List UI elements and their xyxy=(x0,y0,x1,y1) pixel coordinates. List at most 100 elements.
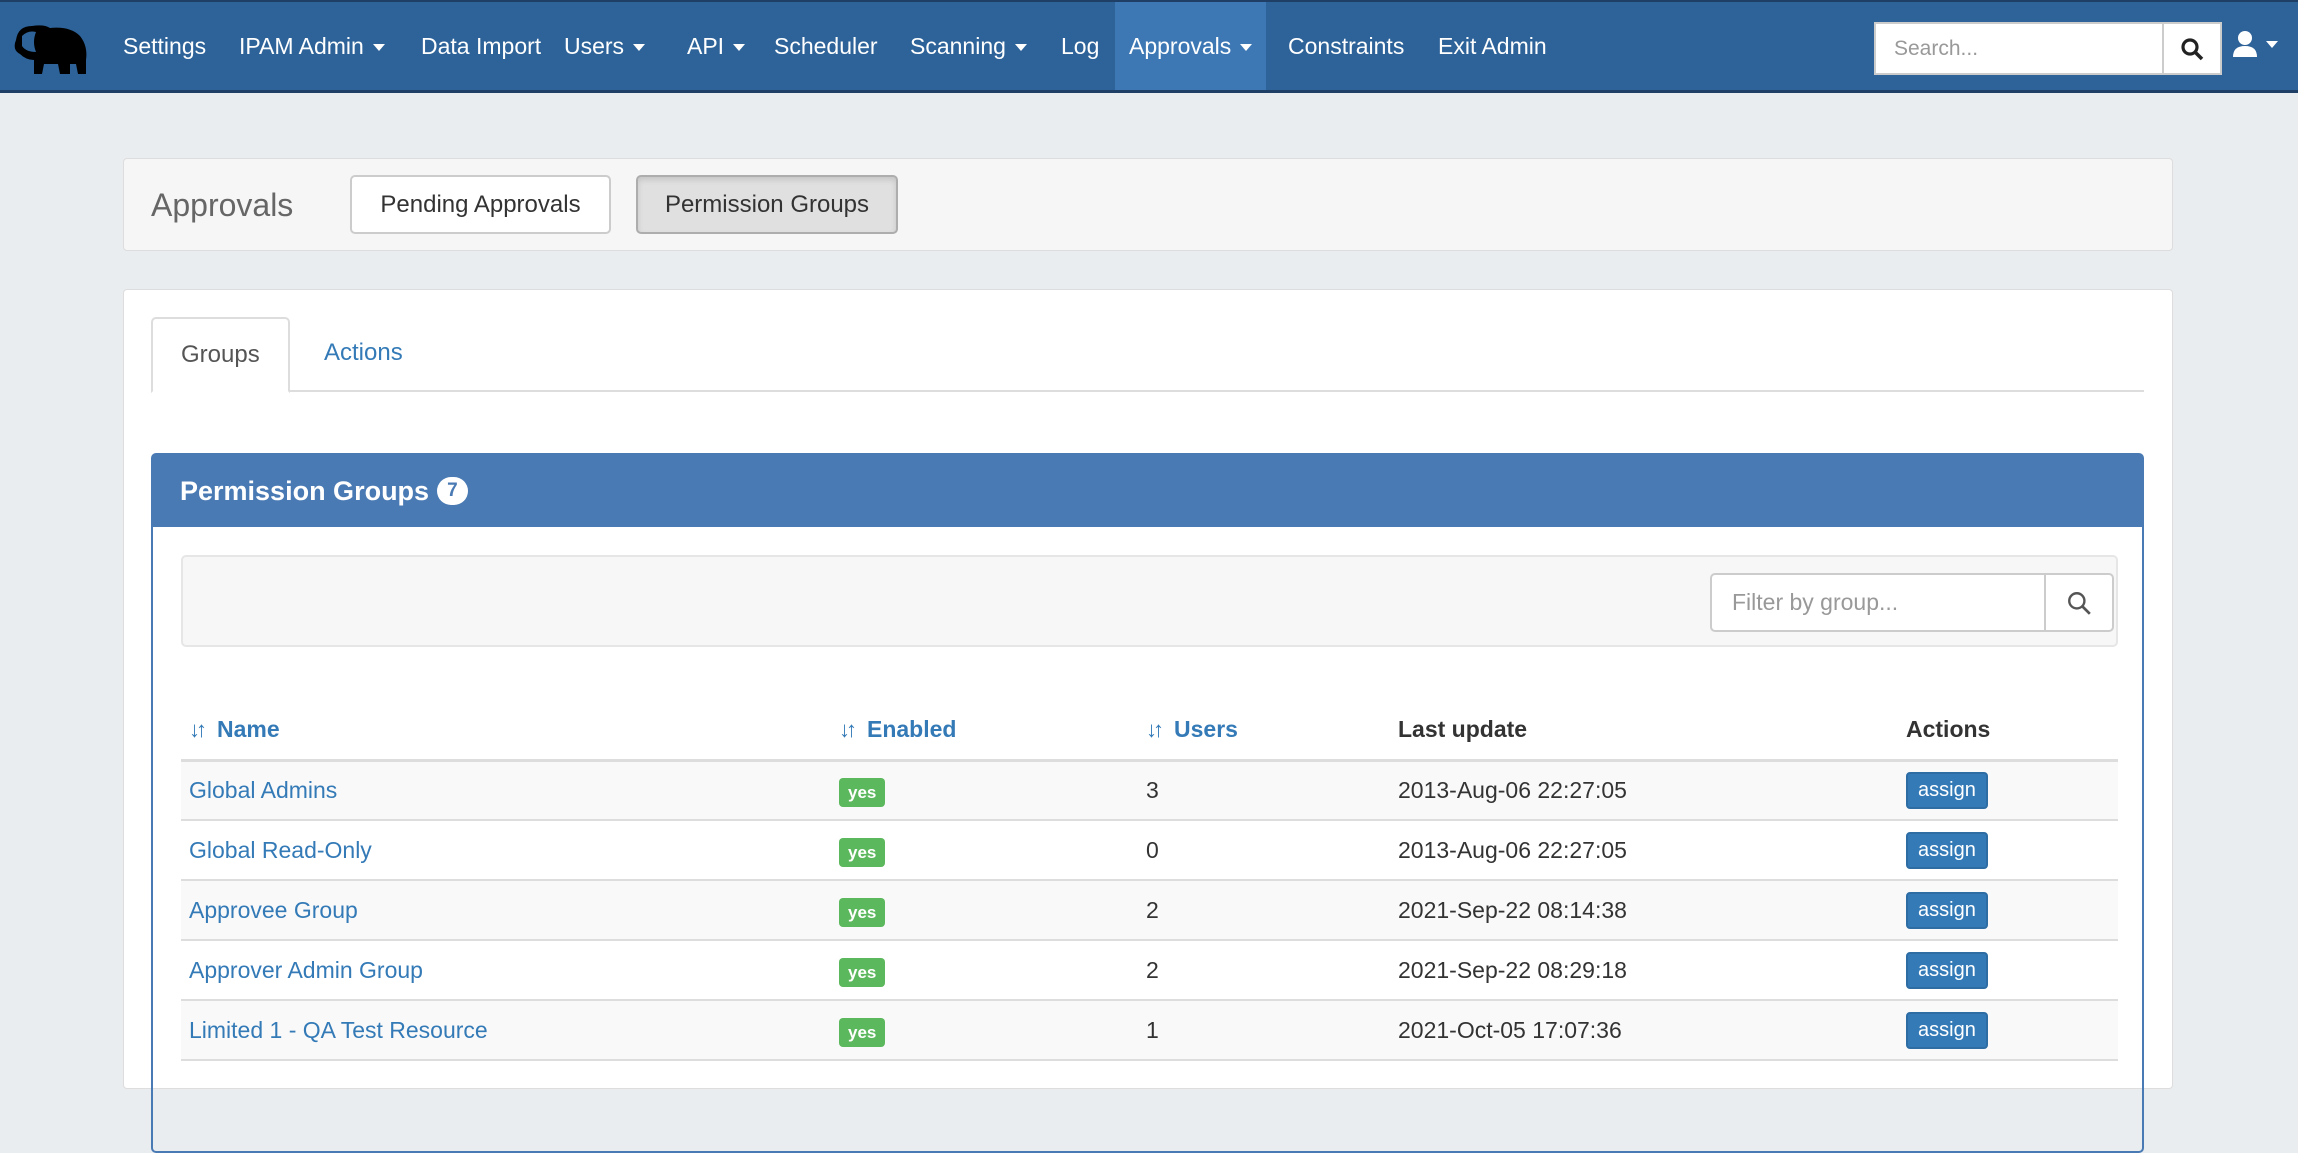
cell-name: Global Read-Only xyxy=(181,820,831,881)
nav-item-label: Approvals xyxy=(1129,33,1232,59)
nav-item-label: Constraints xyxy=(1288,33,1405,59)
filter-search-button[interactable] xyxy=(2044,573,2114,632)
cell-name: Global Admins xyxy=(181,760,831,821)
chevron-down-icon xyxy=(372,44,385,52)
nav-item-settings[interactable]: Settings xyxy=(109,2,220,90)
group-link[interactable]: Global Read-Only xyxy=(189,836,372,863)
sort-icon: ↓↑ xyxy=(189,716,207,742)
cell-actions: assign xyxy=(1898,880,2118,941)
user-menu[interactable] xyxy=(2232,30,2278,58)
header-enabled[interactable]: ↓↑ Enabled xyxy=(831,700,1138,762)
tab-groups[interactable]: Groups xyxy=(151,317,290,393)
cell-users: 2 xyxy=(1138,940,1390,1001)
nav-item-log[interactable]: Log xyxy=(1047,2,1113,90)
nav-item-label: Data Import xyxy=(421,33,542,59)
chevron-down-icon xyxy=(1014,44,1027,52)
group-link[interactable]: Limited 1 - QA Test Resource xyxy=(189,1016,488,1043)
header-label: Users xyxy=(1174,715,1238,742)
nav-item-label: IPAM Admin xyxy=(239,33,364,59)
groups-table: ↓↑ Name ↓↑ Enabled ↓↑ Users Last update Act… xyxy=(181,700,2118,1061)
tab-actions[interactable]: Actions xyxy=(324,339,403,366)
assign-button[interactable]: assign xyxy=(1906,1011,1988,1049)
cell-users: 3 xyxy=(1138,760,1390,821)
permission-groups-button[interactable]: Permission Groups xyxy=(636,175,898,234)
nav-item-label: API xyxy=(687,33,725,59)
pending-approvals-button[interactable]: Pending Approvals xyxy=(350,175,611,234)
table-row: Approvee Group yes 2 2021-Sep-22 08:14:3… xyxy=(181,880,2118,941)
user-icon xyxy=(2233,31,2257,57)
group-link[interactable]: Approvee Group xyxy=(189,896,358,923)
sort-icon: ↓↑ xyxy=(839,716,857,742)
header-name[interactable]: ↓↑ Name xyxy=(181,700,831,762)
assign-button[interactable]: assign xyxy=(1906,831,1988,869)
cell-name: Limited 1 - QA Test Resource xyxy=(181,1000,831,1061)
nav-item-scanning[interactable]: Scanning xyxy=(896,2,1041,90)
nav-item-exit-admin[interactable]: Exit Admin xyxy=(1424,2,1561,90)
cell-actions: assign xyxy=(1898,820,2118,881)
header-users[interactable]: ↓↑ Users xyxy=(1138,700,1390,762)
table-row: Global Read-Only yes 0 2013-Aug-06 22:27… xyxy=(181,820,2118,881)
search-icon xyxy=(2068,591,2091,615)
table-row: Global Admins yes 3 2013-Aug-06 22:27:05… xyxy=(181,760,2118,821)
nav-item-label: Scheduler xyxy=(774,33,878,59)
nav-item-scheduler[interactable]: Scheduler xyxy=(760,2,892,90)
search-button[interactable] xyxy=(2162,22,2222,75)
header-actions: Actions xyxy=(1898,700,2118,762)
header-last-update: Last update xyxy=(1390,700,1898,762)
nav-item-label: Settings xyxy=(123,33,207,59)
assign-button[interactable]: assign xyxy=(1906,771,1988,809)
chevron-down-icon xyxy=(733,44,746,52)
navbar: Settings IPAM Admin Data Import Users API Sch… xyxy=(0,0,2298,93)
nav-item-label: Exit Admin xyxy=(1438,33,1547,59)
cell-last-update: 2021-Oct-05 17:07:36 xyxy=(1390,1000,1898,1061)
cell-actions: assign xyxy=(1898,760,2118,821)
cell-users: 2 xyxy=(1138,880,1390,941)
nav-item-label: Log xyxy=(1061,33,1100,59)
cell-name: Approvee Group xyxy=(181,880,831,941)
cell-actions: assign xyxy=(1898,940,2118,1001)
panel-header: Permission Groups 7 xyxy=(153,455,2142,527)
search-input[interactable] xyxy=(1874,22,2163,75)
chevron-down-icon xyxy=(633,44,646,52)
cell-name: Approver Admin Group xyxy=(181,940,831,1001)
filter-input[interactable] xyxy=(1710,573,2046,632)
nav-item-users[interactable]: Users xyxy=(550,2,659,90)
chevron-down-icon xyxy=(2266,40,2278,48)
count-badge: 7 xyxy=(437,477,468,505)
cell-users: 0 xyxy=(1138,820,1390,881)
cell-enabled: yes xyxy=(831,880,1138,941)
cell-enabled: yes xyxy=(831,820,1138,881)
nav-item-constraints[interactable]: Constraints xyxy=(1274,2,1418,90)
approvals-subnav: Approvals Pending Approvals Permission G… xyxy=(123,158,2173,251)
header-label: Enabled xyxy=(867,715,957,742)
cell-last-update: 2013-Aug-06 22:27:05 xyxy=(1390,820,1898,881)
chevron-down-icon xyxy=(1240,44,1253,52)
cell-users: 1 xyxy=(1138,1000,1390,1061)
logo-icon[interactable] xyxy=(8,20,92,76)
sort-icon: ↓↑ xyxy=(1146,716,1164,742)
assign-button[interactable]: assign xyxy=(1906,891,1988,929)
group-link[interactable]: Approver Admin Group xyxy=(189,956,423,983)
group-link[interactable]: Global Admins xyxy=(189,776,338,803)
nav-item-api[interactable]: API xyxy=(673,2,759,90)
cell-last-update: 2013-Aug-06 22:27:05 xyxy=(1390,760,1898,821)
enabled-badge: yes xyxy=(839,897,886,927)
cell-last-update: 2021-Sep-22 08:14:38 xyxy=(1390,880,1898,941)
nav-item-ipam-admin[interactable]: IPAM Admin xyxy=(225,2,399,90)
table-row: Approver Admin Group yes 2 2021-Sep-22 0… xyxy=(181,940,2118,1001)
cell-last-update: 2021-Sep-22 08:29:18 xyxy=(1390,940,1898,1001)
assign-button[interactable]: assign xyxy=(1906,951,1988,989)
header-label: Name xyxy=(217,715,280,742)
cell-enabled: yes xyxy=(831,1000,1138,1061)
page-title: Approvals xyxy=(151,187,294,223)
enabled-badge: yes xyxy=(839,1017,886,1047)
table-row: Limited 1 - QA Test Resource yes 1 2021-… xyxy=(181,1000,2118,1061)
search-icon xyxy=(2181,37,2204,60)
nav-item-approvals[interactable]: Approvals xyxy=(1115,2,1267,90)
tabs: Groups Actions xyxy=(151,317,2144,393)
nav-item-label: Users xyxy=(564,33,625,59)
enabled-badge: yes xyxy=(839,957,886,987)
nav-item-data-import[interactable]: Data Import xyxy=(407,2,555,90)
